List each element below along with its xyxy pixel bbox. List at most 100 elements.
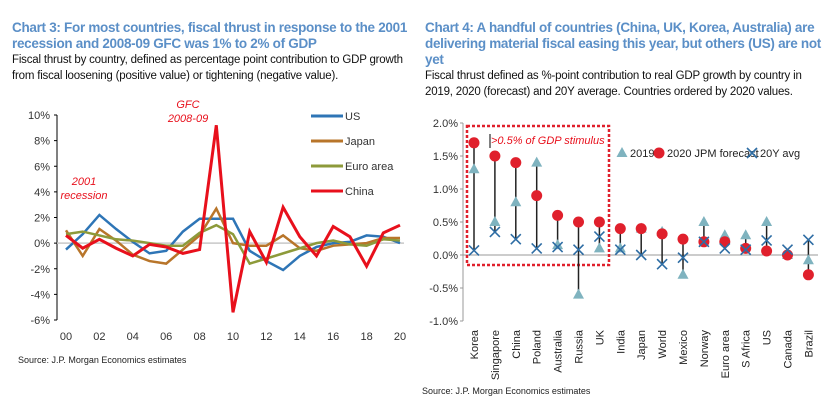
x-tick-label: 00 <box>60 331 72 343</box>
circle-point <box>468 137 480 149</box>
x-point <box>572 244 585 256</box>
x-point <box>656 258 668 270</box>
circle-point <box>635 223 647 235</box>
chart4-subtitle: Fiscal thrust defined as %-point contrib… <box>425 70 802 98</box>
y-tick-label: -6% <box>30 315 50 327</box>
circle-point <box>573 216 584 228</box>
y-tick-label: 4% <box>34 187 50 199</box>
triangle-point <box>635 222 647 233</box>
x-tick-label: Euro area <box>720 329 732 378</box>
x-tick-label: Norway <box>699 330 711 368</box>
x-tick-label: Russia <box>574 329 586 364</box>
circle-point <box>531 190 543 202</box>
triangle-point <box>761 216 773 226</box>
triangle-point <box>614 242 626 253</box>
stimulus-box <box>465 124 611 267</box>
x-point <box>677 252 689 264</box>
chart4-title: Chart 4: A handful of countries (China, … <box>425 20 821 67</box>
x-tick-label: Mexico <box>678 330 690 365</box>
y-tick-label: 0.0% <box>433 250 458 262</box>
legend-label: Euro area <box>345 161 394 173</box>
triangle-point <box>677 268 689 279</box>
x-tick-label: Korea <box>469 329 481 359</box>
annotation-gfc: 2008-09 <box>167 113 208 125</box>
legend-label: US <box>345 111 360 123</box>
series-line-china <box>65 125 401 313</box>
triangle-point <box>531 156 543 167</box>
triangle-point <box>698 216 710 226</box>
circle-point <box>782 249 793 261</box>
x-point <box>531 242 543 254</box>
y-tick-label: 2% <box>34 213 50 225</box>
legend-marker <box>653 147 665 159</box>
triangle-point <box>552 239 564 250</box>
x-tick-label: China <box>511 329 523 359</box>
annotation-recession: 2001 <box>71 176 96 188</box>
y-tick-label: -2% <box>30 264 50 276</box>
legend-label: Japan <box>345 136 375 148</box>
x-tick-label: 02 <box>93 331 105 343</box>
triangle-point <box>719 229 731 240</box>
x-tick-label: Poland <box>532 330 544 364</box>
x-tick-label: UK <box>594 329 606 345</box>
triangle-point <box>656 225 668 236</box>
y-tick-label: 2.0% <box>433 118 458 130</box>
triangle-point <box>510 196 522 207</box>
circle-point <box>719 236 731 248</box>
x-tick-label: Brazil <box>803 330 815 358</box>
x-point <box>761 234 773 247</box>
y-tick-label: 1.0% <box>433 184 458 196</box>
y-tick-label: 8% <box>34 136 50 148</box>
circle-point <box>761 245 773 257</box>
triangle-point <box>573 288 584 299</box>
triangle-point <box>782 249 793 259</box>
x-point <box>635 249 647 261</box>
x-point <box>781 244 794 256</box>
x-point <box>489 226 501 238</box>
x-tick-label: 04 <box>127 331 139 343</box>
chart3-subtitle: Fiscal thrust by country, defined as per… <box>12 54 403 82</box>
circle-point <box>656 228 668 240</box>
x-tick-label: 14 <box>294 331 306 343</box>
triangle-point <box>593 242 605 253</box>
circle-point <box>740 242 752 254</box>
y-tick-label: -4% <box>30 289 50 301</box>
x-tick-label: 06 <box>160 331 172 343</box>
x-tick-label: S Africa <box>741 329 753 368</box>
y-tick-label: -0.5% <box>429 283 458 295</box>
legend-marker <box>746 147 758 159</box>
x-tick-label: Canada <box>783 329 795 368</box>
x-point <box>719 242 731 254</box>
x-tick-label: 20 <box>394 331 406 343</box>
x-point <box>802 234 814 246</box>
x-tick-label: US <box>762 330 774 345</box>
circle-point <box>614 223 626 235</box>
circle-point <box>552 209 564 221</box>
legend-marker <box>616 147 628 157</box>
y-tick-label: -1.0% <box>429 316 458 328</box>
annotation-stimulus: >0.5% of GDP stimulus <box>491 135 605 147</box>
triangle-point <box>740 229 752 240</box>
circle-point <box>698 236 710 248</box>
chart3-plot: 10% 8% 6% 4% 2% 0% -2% -4% -6% 00 02 04 06 08 10 12 14 16… <box>28 99 406 343</box>
x-tick-label: 18 <box>360 331 372 343</box>
x-tick-label: 16 <box>327 331 339 343</box>
x-tick-label: Singapore <box>490 330 502 380</box>
chart3-title: Chart 3: For most countries, fiscal thru… <box>12 20 408 51</box>
x-point <box>593 230 605 243</box>
y-tick-label: 6% <box>34 161 50 173</box>
x-tick-label: World <box>657 330 669 359</box>
y-tick-label: 0.5% <box>433 217 458 229</box>
y-tick-label: 1.5% <box>433 151 458 163</box>
x-tick-label: Japan <box>636 330 648 360</box>
legend-label: 20Y avg <box>760 148 800 160</box>
circle-point <box>510 157 522 169</box>
x-point <box>698 236 710 248</box>
series-line-japan <box>64 205 400 265</box>
x-point <box>740 244 752 256</box>
x-point <box>468 244 480 256</box>
circle-point <box>489 150 501 162</box>
annotation-recession: recession <box>60 190 107 202</box>
chart4-source: Source: J.P. Morgan Economics estimates <box>422 386 591 396</box>
